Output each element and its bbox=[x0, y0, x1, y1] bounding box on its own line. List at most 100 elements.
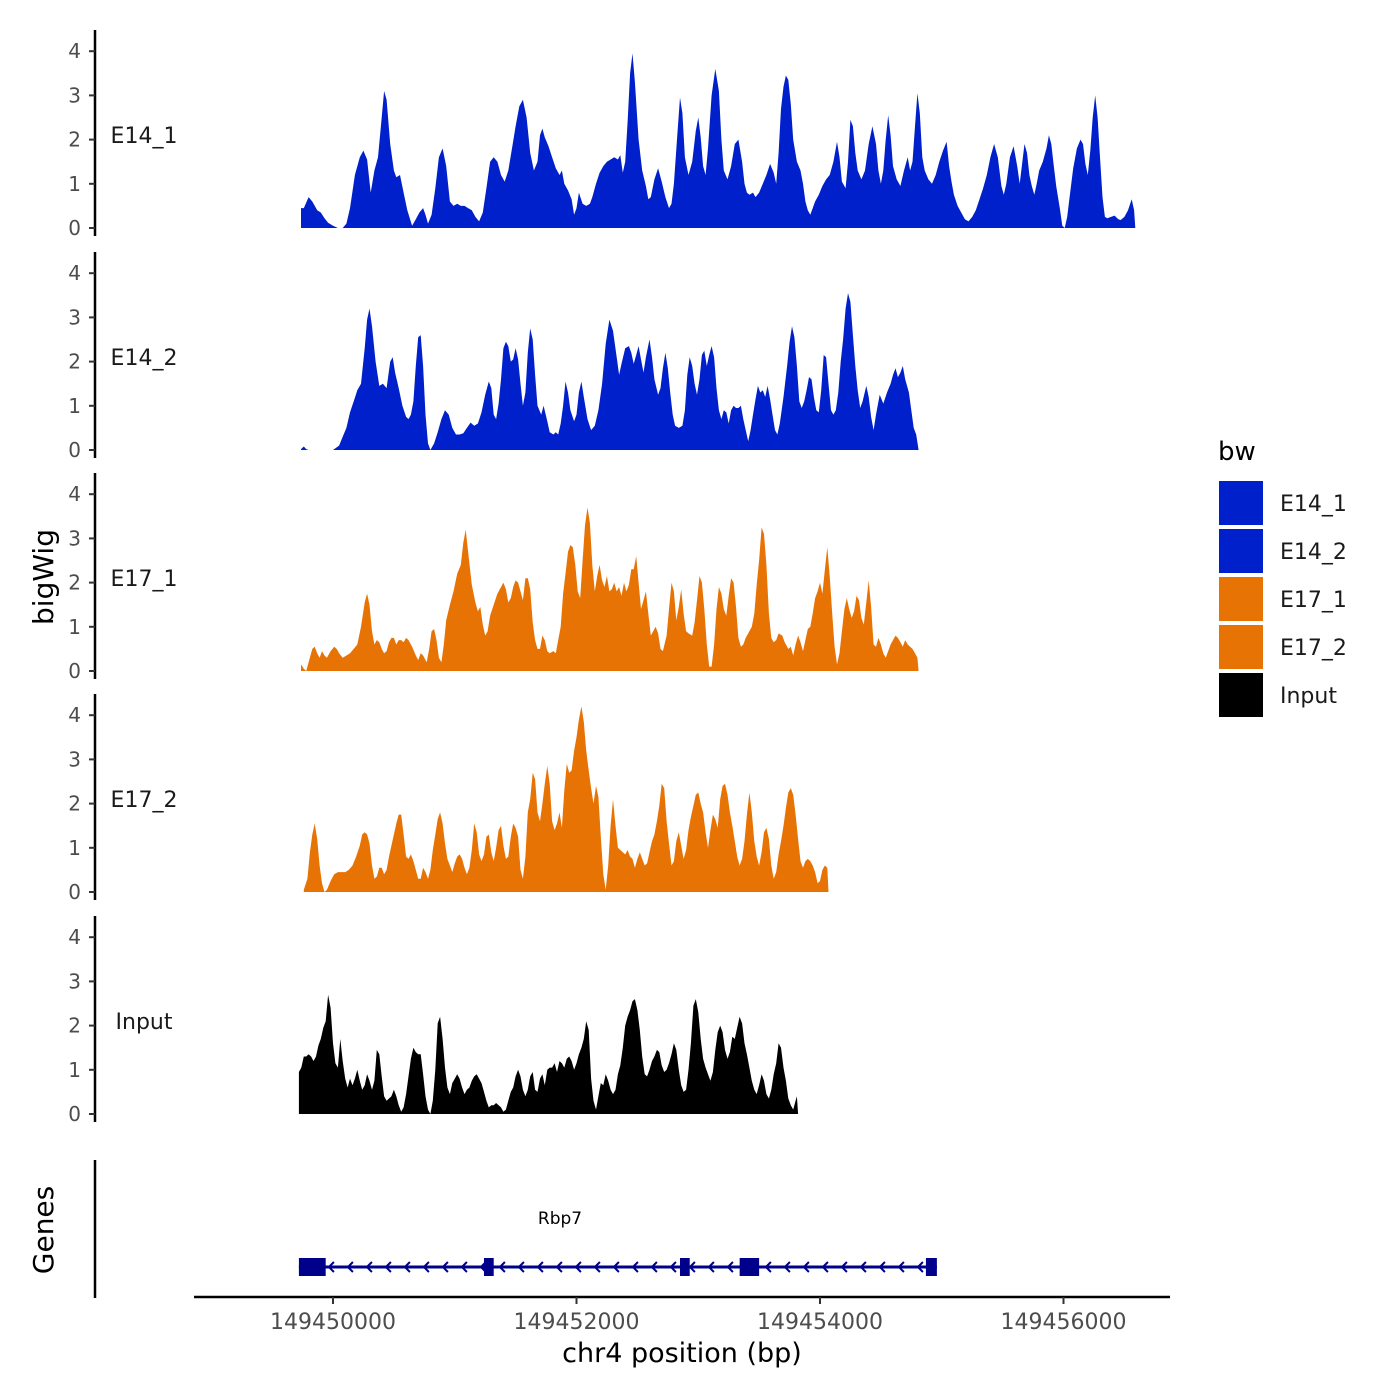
y-tick-label: 2 bbox=[68, 792, 81, 816]
y-tick-label: 4 bbox=[68, 925, 81, 949]
y-tick-label: 1 bbox=[68, 615, 81, 639]
x-axis: 149450000 149452000 149454000 149456000 bbox=[194, 1295, 1170, 1335]
gene-track bbox=[298, 1258, 937, 1276]
y-tick-label: 2 bbox=[68, 350, 81, 374]
track-e17-2: 0 1 2 3 4 E17_2 bbox=[68, 694, 829, 904]
gene-label: Rbp7 bbox=[538, 1209, 582, 1229]
coverage-area bbox=[298, 994, 799, 1114]
strand-chevron bbox=[859, 1261, 867, 1273]
gene-panel: Genes Rbp7 bbox=[27, 1160, 937, 1298]
strand-chevron bbox=[631, 1261, 639, 1273]
y-tick-label: 3 bbox=[68, 83, 81, 107]
strand-chevron bbox=[669, 1261, 677, 1273]
y-tick-label: 0 bbox=[68, 216, 81, 240]
y-tick-label: 1 bbox=[68, 394, 81, 418]
track-label: E14_2 bbox=[111, 346, 178, 371]
x-tick-label: 149450000 bbox=[270, 1310, 396, 1335]
strand-chevron bbox=[384, 1261, 392, 1273]
y-tick-label: 2 bbox=[68, 1014, 81, 1038]
legend: bw E14_1 E14_2 E17_1 E17_2 Input bbox=[1217, 437, 1347, 719]
strand-chevron bbox=[764, 1261, 772, 1273]
coverage-tracks: 0 1 2 3 4 E14_1 0 1 2 3 4 E14_2 0 1 2 3 4 E17_1 0 1 2 3 4 E17_2… bbox=[68, 30, 1136, 1126]
strand-chevron bbox=[517, 1261, 525, 1273]
strand-chevron bbox=[441, 1261, 449, 1273]
y-tick-label: 4 bbox=[68, 482, 81, 506]
x-tick-label: 149454000 bbox=[757, 1310, 883, 1335]
y-tick-label: 1 bbox=[68, 836, 81, 860]
y-tick-label: 0 bbox=[68, 659, 81, 683]
track-input: 0 1 2 3 4 Input bbox=[68, 916, 799, 1126]
y-axis-title: bigWig bbox=[27, 529, 60, 625]
strand-chevron bbox=[422, 1261, 430, 1273]
legend-label: E17_2 bbox=[1280, 636, 1347, 661]
strand-chevron bbox=[878, 1261, 886, 1273]
legend-swatch bbox=[1217, 671, 1265, 719]
strand-chevron bbox=[593, 1261, 601, 1273]
strand-chevron bbox=[897, 1261, 905, 1273]
gene-exon bbox=[739, 1258, 760, 1276]
coverage-area bbox=[301, 53, 1136, 229]
legend-swatch bbox=[1217, 623, 1265, 671]
track-label: E17_2 bbox=[111, 788, 178, 813]
strand-chevron bbox=[536, 1261, 544, 1273]
x-axis-title: chr4 position (bp) bbox=[562, 1338, 802, 1369]
strand-chevron bbox=[327, 1261, 335, 1273]
strand-chevron bbox=[650, 1261, 658, 1273]
track-e17-1: 0 1 2 3 4 E17_1 bbox=[68, 473, 919, 683]
legend-label: E17_1 bbox=[1280, 588, 1347, 613]
y-tick-label: 0 bbox=[68, 880, 81, 904]
track-e14-2: 0 1 2 3 4 E14_2 bbox=[68, 252, 919, 462]
track-label: Input bbox=[116, 1010, 173, 1035]
legend-swatch bbox=[1217, 479, 1265, 527]
strand-chevron bbox=[840, 1261, 848, 1273]
strand-chevron bbox=[574, 1261, 582, 1273]
gene-exon bbox=[298, 1258, 326, 1276]
strand-chevron bbox=[783, 1261, 791, 1273]
y-tick-label: 4 bbox=[68, 261, 81, 285]
legend-label: E14_2 bbox=[1280, 540, 1347, 565]
y-tick-label: 3 bbox=[68, 526, 81, 550]
gene-exon bbox=[483, 1258, 494, 1276]
coverage-area bbox=[301, 507, 919, 671]
y-tick-label: 4 bbox=[68, 703, 81, 727]
coverage-area bbox=[303, 706, 829, 892]
legend-swatch bbox=[1217, 575, 1265, 623]
strand-chevron bbox=[403, 1261, 411, 1273]
y-tick-label: 2 bbox=[68, 128, 81, 152]
y-tick-label: 0 bbox=[68, 438, 81, 462]
strand-chevron bbox=[916, 1261, 924, 1273]
y-tick-label: 3 bbox=[68, 969, 81, 993]
track-label: E14_1 bbox=[111, 124, 178, 149]
strand-chevron bbox=[498, 1261, 506, 1273]
strand-chevron bbox=[726, 1261, 734, 1273]
strand-chevron bbox=[612, 1261, 620, 1273]
gene-exon bbox=[679, 1258, 690, 1276]
legend-swatch bbox=[1217, 527, 1265, 575]
y-tick-label: 1 bbox=[68, 1058, 81, 1082]
strand-chevron bbox=[688, 1261, 696, 1273]
legend-label: E14_1 bbox=[1280, 492, 1347, 517]
y-tick-label: 4 bbox=[68, 39, 81, 63]
strand-chevron bbox=[555, 1261, 563, 1273]
gene-panel-label: Genes bbox=[27, 1186, 60, 1274]
y-tick-label: 1 bbox=[68, 172, 81, 196]
strand-chevron bbox=[707, 1261, 715, 1273]
strand-chevron bbox=[346, 1261, 354, 1273]
y-tick-label: 3 bbox=[68, 305, 81, 329]
track-label: E17_1 bbox=[111, 567, 178, 592]
gene-exon bbox=[925, 1258, 937, 1276]
strand-chevron bbox=[821, 1261, 829, 1273]
strand-chevron bbox=[802, 1261, 810, 1273]
coverage-area bbox=[301, 293, 919, 450]
x-tick-label: 149452000 bbox=[514, 1310, 640, 1335]
x-tick-label: 149456000 bbox=[1001, 1310, 1127, 1335]
legend-title: bw bbox=[1218, 437, 1256, 467]
y-tick-label: 2 bbox=[68, 571, 81, 595]
strand-chevron bbox=[365, 1261, 373, 1273]
y-tick-label: 3 bbox=[68, 747, 81, 771]
legend-label: Input bbox=[1280, 684, 1337, 709]
track-e14-1: 0 1 2 3 4 E14_1 bbox=[68, 30, 1136, 240]
strand-chevron bbox=[460, 1261, 468, 1273]
y-tick-label: 0 bbox=[68, 1102, 81, 1126]
